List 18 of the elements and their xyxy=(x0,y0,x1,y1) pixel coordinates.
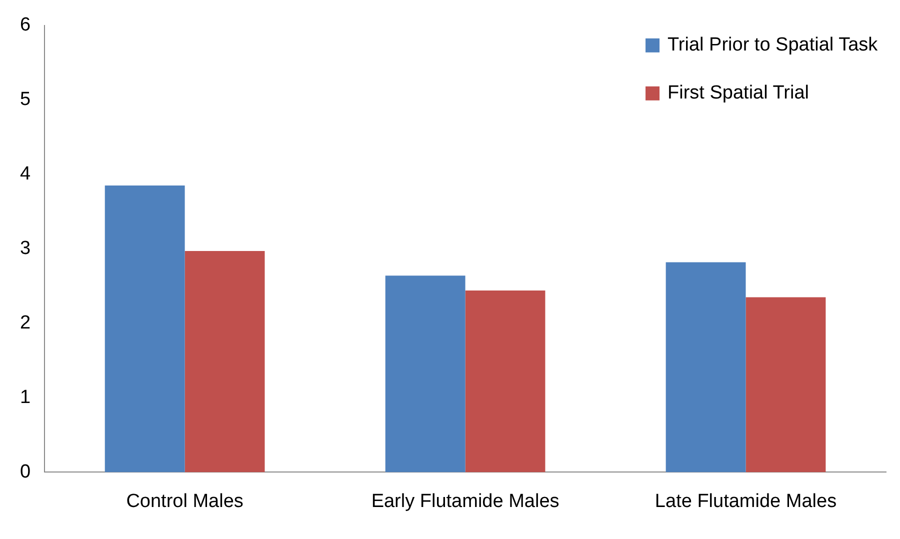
y-tick-label: 6 xyxy=(20,14,31,36)
legend-label: First Spatial Trial xyxy=(668,82,810,104)
y-tick-label: 2 xyxy=(20,312,31,334)
bar xyxy=(104,186,185,472)
x-tick-label: Control Males xyxy=(126,490,244,512)
y-tick-label: 4 xyxy=(20,164,31,185)
legend-label: Trial Prior to Spatial Task xyxy=(668,34,878,56)
x-tick-label: Late Flutamide Males xyxy=(654,490,837,512)
bar xyxy=(746,297,826,472)
bar xyxy=(666,262,746,472)
x-tick-label: Early Flutamide Males xyxy=(371,490,560,512)
bar xyxy=(385,276,466,472)
bar xyxy=(465,290,546,472)
y-tick-label: 0 xyxy=(20,461,31,482)
y-tick-label: 1 xyxy=(20,386,31,408)
y-tick-label: 3 xyxy=(20,238,31,260)
bar xyxy=(184,251,265,472)
y-tick-label: 5 xyxy=(20,89,31,110)
